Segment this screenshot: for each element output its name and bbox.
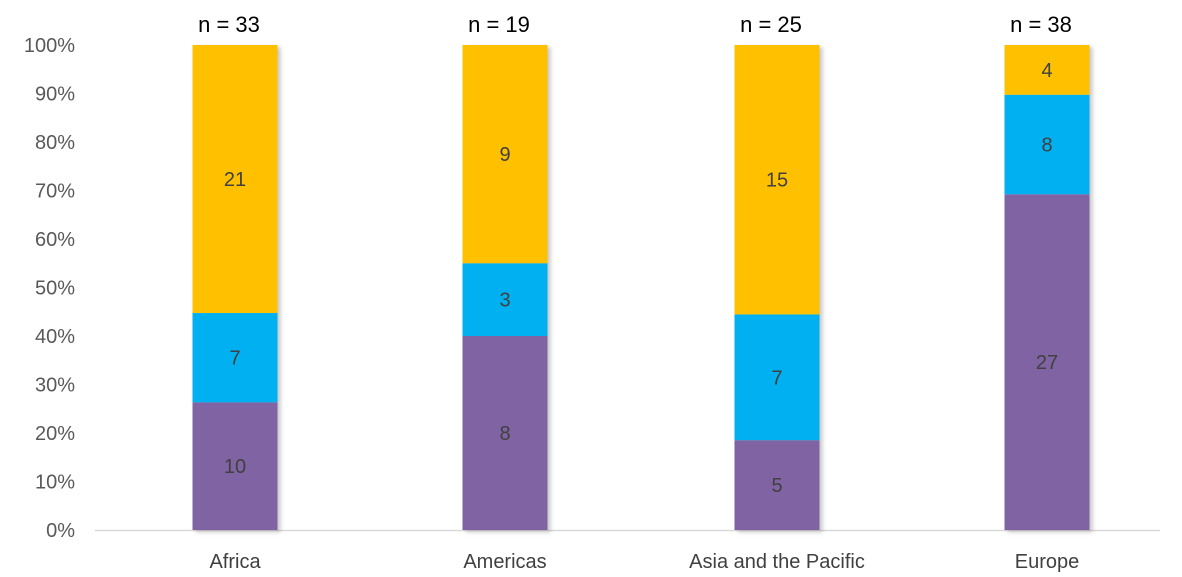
bar-stack	[192, 45, 278, 530]
data-label: 5	[771, 475, 782, 497]
y-tick-label: 70%	[35, 181, 75, 203]
y-tick-label: 0%	[46, 520, 75, 542]
data-label: 15	[766, 170, 788, 192]
sample-size-label: n = 38	[1010, 12, 1072, 37]
x-category-label: Africa	[209, 551, 261, 573]
y-tick-label: 100%	[24, 35, 75, 57]
data-label: 9	[499, 144, 510, 166]
bar-segment	[462, 45, 548, 264]
x-category-label: Europe	[1015, 551, 1080, 573]
y-tick-label: 90%	[35, 84, 75, 106]
bar-segment	[734, 314, 820, 441]
bar-segment	[1004, 94, 1090, 195]
bar-stack	[1004, 45, 1090, 530]
data-label: 8	[1041, 134, 1052, 156]
y-tick-label: 20%	[35, 423, 75, 445]
bar-stack	[734, 45, 820, 530]
data-label: 10	[224, 456, 246, 478]
data-label: 7	[771, 367, 782, 389]
x-category-label: Americas	[463, 551, 546, 573]
x-category-label: Asia and the Pacific	[689, 551, 865, 573]
y-tick-label: 80%	[35, 132, 75, 154]
data-label: 8	[499, 423, 510, 445]
bar-segment	[462, 263, 548, 336]
bar-segment	[1004, 45, 1090, 95]
y-tick-label: 30%	[35, 375, 75, 397]
bar-segment	[462, 336, 548, 530]
y-tick-label: 60%	[35, 229, 75, 251]
data-label: 21	[224, 169, 246, 191]
bar-stack	[462, 45, 548, 530]
data-label: 3	[499, 290, 510, 312]
bar-segment	[192, 313, 278, 403]
sample-size-label: n = 19	[468, 12, 530, 37]
bar-segment	[734, 45, 820, 315]
bar-segment	[734, 440, 820, 530]
bar-segment	[1004, 194, 1090, 530]
sample-size-label: n = 25	[740, 12, 802, 37]
data-label: 4	[1041, 60, 1052, 82]
bar-segment	[192, 45, 278, 314]
data-label: 27	[1036, 352, 1058, 374]
y-tick-label: 10%	[35, 472, 75, 494]
y-tick-label: 40%	[35, 326, 75, 348]
bar-segment	[192, 402, 278, 530]
y-tick-label: 50%	[35, 278, 75, 300]
sample-size-label: n = 33	[198, 12, 260, 37]
data-label: 7	[229, 348, 240, 370]
